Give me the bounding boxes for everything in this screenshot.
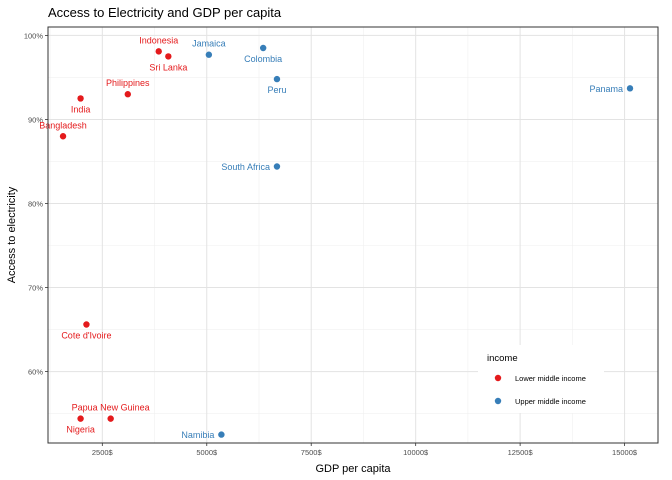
data-point [124, 91, 132, 98]
y-tick-label: 80% [28, 199, 43, 208]
y-tick-label: 100% [24, 31, 44, 40]
y-tick-label: 90% [28, 115, 43, 124]
data-point [165, 53, 172, 60]
data-point [626, 85, 634, 92]
point-label: Indonesia [139, 35, 178, 45]
data-point [77, 415, 84, 422]
legend-label: Upper middle income [515, 397, 586, 406]
point-label: South Africa [221, 162, 270, 172]
point-label: Philippines [106, 78, 150, 88]
y-axis-title: Access to electricity [6, 186, 18, 283]
data-point [83, 321, 90, 328]
x-axis-title: GDP per capita [315, 463, 391, 475]
point-label: India [71, 104, 91, 114]
x-tick-label: 2500$ [92, 448, 114, 457]
point-label: Panama [589, 84, 623, 94]
data-points [59, 44, 634, 438]
y-tick-label: 70% [28, 284, 43, 293]
legend-key [494, 374, 502, 382]
axis-ticks: 2500$ 5000$ 7500$ 10000$ 12500$ 15000$ 60% 70% 8… [24, 31, 638, 457]
x-tick-label: 10000$ [403, 448, 429, 457]
point-label: Sri Lanka [149, 62, 187, 72]
grid [48, 27, 658, 443]
legend-items: Lower middle income Upper middle income [494, 374, 586, 406]
x-tick-label: 12500$ [508, 448, 534, 457]
point-label: Bangladesh [39, 120, 87, 130]
data-point [107, 415, 114, 422]
legend-title: income [487, 353, 518, 364]
data-point [273, 75, 281, 83]
data-point [155, 48, 162, 55]
data-labels: Indonesia Sri Lanka Philippines India Bangla… [39, 35, 623, 440]
point-label: Peru [267, 85, 286, 95]
legend-key [494, 397, 502, 405]
data-point [218, 431, 225, 438]
data-point [273, 163, 281, 170]
data-point [77, 95, 84, 102]
legend-label: Lower middle income [515, 374, 586, 383]
panel-border [47, 26, 659, 444]
y-tick-label: 60% [28, 368, 43, 377]
point-label: Namibia [181, 430, 214, 440]
data-point [259, 44, 267, 52]
point-label: Nigeria [66, 425, 95, 435]
point-label: Cote d'Ivoire [61, 331, 111, 341]
x-tick-label: 15000$ [612, 448, 638, 457]
data-point [205, 51, 213, 58]
legend: income Lower middle income Upper middle i… [478, 345, 604, 413]
point-label: Papua New Guinea [72, 403, 150, 413]
data-point [59, 133, 67, 140]
point-label: Colombia [244, 54, 282, 64]
chart-title: Access to Electricity and GDP per capita [48, 5, 282, 20]
point-label: Jamaica [192, 39, 226, 49]
x-tick-label: 7500$ [301, 448, 323, 457]
x-tick-label: 5000$ [196, 448, 218, 457]
